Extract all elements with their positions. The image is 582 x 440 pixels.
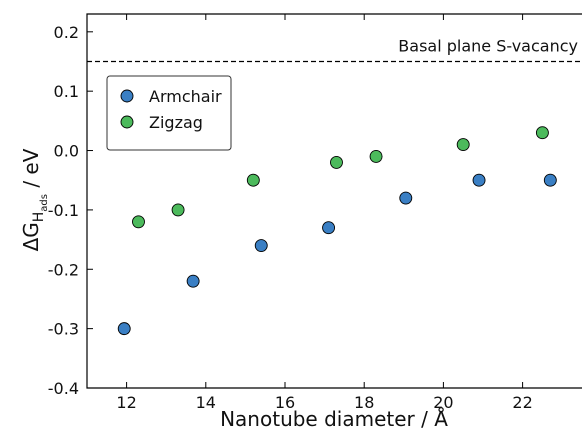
y-tick-label: 0.2 (54, 23, 79, 42)
y-tick-label: -0.1 (48, 201, 79, 220)
marker (472, 173, 486, 187)
marker (543, 173, 557, 187)
marker (171, 203, 185, 217)
marker (456, 138, 470, 152)
y-tick-label: -0.3 (48, 320, 79, 339)
reference-label: Basal plane S-vacancy (398, 36, 578, 55)
x-tick-label: 18 (354, 393, 374, 412)
x-tick-label: 20 (433, 393, 453, 412)
y-tick-label: 0.1 (54, 82, 79, 101)
y-tick-label: -0.4 (48, 379, 79, 398)
y-axis-label: ΔGHads / eV (19, 148, 50, 251)
marker (330, 155, 343, 169)
marker (369, 150, 383, 163)
y-tick-label: -0.2 (48, 260, 79, 279)
marker (254, 239, 268, 252)
marker (322, 221, 336, 235)
y-label-unit: / eV (19, 148, 43, 194)
plot-frame (86, 13, 582, 389)
y-label-subsub: ads (39, 194, 50, 212)
marker (535, 126, 549, 140)
legend-label: Armchair (149, 87, 222, 106)
marker (246, 173, 260, 187)
x-tick-label: 22 (512, 393, 532, 412)
y-label-symbol: ΔG (19, 222, 43, 251)
x-tick-label: 16 (275, 393, 295, 412)
marker (186, 274, 200, 288)
y-label-sub: H (31, 212, 47, 223)
marker (117, 322, 131, 336)
legend-marker (120, 89, 134, 103)
legend: Armchair Zigzag (106, 75, 232, 151)
marker (399, 191, 413, 205)
legend-marker (120, 115, 134, 129)
legend-label: Zigzag (149, 113, 203, 132)
x-tick-label: 12 (116, 393, 136, 412)
x-axis-label: Nanotube diameter / Å (220, 407, 448, 431)
legend-box (106, 75, 232, 151)
marker (132, 215, 145, 229)
y-tick-label: 0.0 (54, 142, 79, 161)
x-tick-label: 14 (196, 393, 216, 412)
